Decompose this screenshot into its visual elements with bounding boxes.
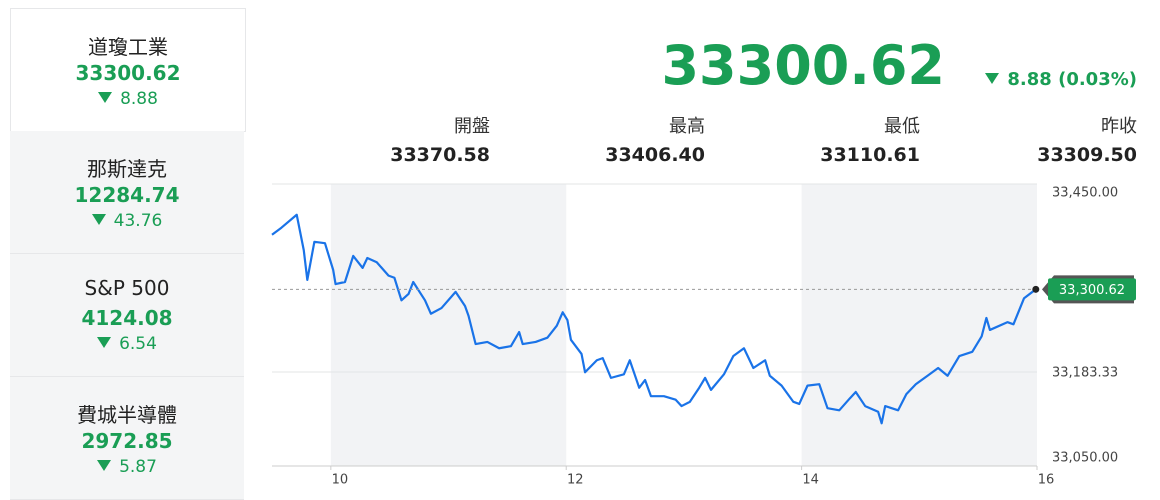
down-arrow [97,337,112,348]
index-name: 費城半導體 [77,403,177,427]
price-tag-label: 33,300.62 [1059,283,1125,298]
index-change: 8.88 [11,89,245,109]
change-text: 5.87 [119,457,157,477]
stat: 最高 33406.40 [505,112,705,166]
index-value: 4124.08 [81,306,173,330]
index-item[interactable]: 費城半導體 2972.85 5.87 [10,377,244,500]
x-tick-label: 10 [332,473,349,488]
change-text: 6.54 [119,334,157,354]
stat: 開盤 33370.58 [290,112,490,166]
index-name: 那斯達克 [87,157,167,181]
price-line [271,213,1037,425]
index-name: S&P 500 [84,276,170,300]
y-tick-label: 33,050.00 [1052,451,1118,466]
index-change: 5.87 [10,457,244,477]
stat-value: 33110.61 [820,144,920,166]
index-item[interactable]: 那斯達克 12284.74 43.76 [10,131,244,254]
stat: 最低 33110.61 [720,112,920,166]
down-arrow [91,214,106,225]
change-text: 8.88 [120,89,158,109]
index-item[interactable]: S&P 500 4124.08 6.54 [10,254,244,377]
change-text: 43.76 [113,211,163,231]
index-item[interactable]: 道瓊工業 33300.62 8.88 [10,8,246,132]
stat-label: 最低 [884,116,920,137]
x-tick-label: 12 [567,473,584,488]
down-arrow [97,460,112,471]
change-value: 8.88 [1007,69,1052,90]
index-name: 道瓊工業 [88,35,168,59]
index-change: 43.76 [10,211,244,231]
x-tick-label: 14 [802,473,819,488]
stat-value: 33309.50 [1037,144,1137,166]
stat-label: 昨收 [1101,116,1137,137]
stat-label: 開盤 [454,116,490,137]
change-percent: (0.03%) [1058,69,1137,90]
index-value: 33300.62 [75,61,181,85]
current-price: 33300.62 [661,34,945,97]
last-point [1032,285,1040,293]
stat-label: 最高 [669,116,705,137]
y-tick-label: 33,183.33 [1052,366,1118,381]
time-band [801,184,1037,466]
index-change: 6.54 [10,334,244,354]
y-tick-label: 33,450.00 [1052,186,1118,201]
stat-value: 33406.40 [605,144,705,166]
down-arrow [985,73,1000,84]
price-tag [1048,278,1136,301]
index-value: 12284.74 [74,183,180,207]
stat: 昨收 33309.50 [937,112,1137,166]
down-arrow [98,92,113,103]
time-band [330,184,567,466]
x-tick-label: 16 [1038,473,1055,488]
price-change: 8.88 (0.03%) [985,69,1137,90]
stat-value: 33370.58 [390,144,490,166]
index-value: 2972.85 [81,429,173,453]
